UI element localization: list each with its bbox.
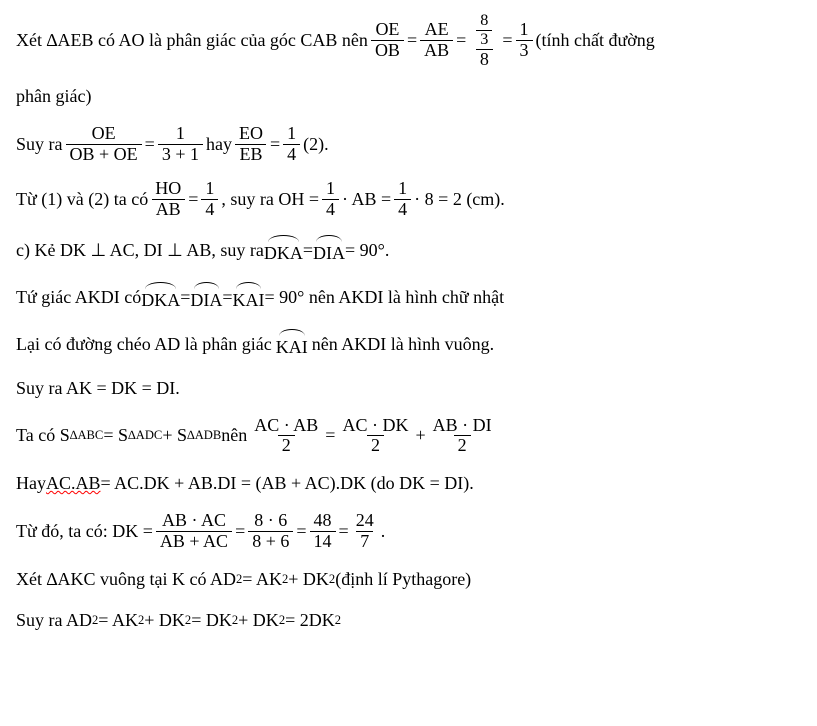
line-4: Từ (1) và (2) ta có HO AB = 1 4 , suy ra… bbox=[16, 179, 801, 220]
fraction: AB · AC AB + AC bbox=[156, 511, 232, 552]
text: (2). bbox=[303, 131, 329, 158]
angle-hat: DIA bbox=[313, 234, 345, 267]
text: + DK bbox=[144, 607, 185, 634]
angle-hat: DKA bbox=[264, 234, 303, 267]
text: Từ (1) và (2) ta có bbox=[16, 186, 148, 213]
line-8: Suy ra AK = DK = DI. bbox=[16, 375, 801, 402]
line-2: phân giác) bbox=[16, 83, 801, 110]
text: Xét ∆AEB có AO là phân giác của góc CAB … bbox=[16, 27, 368, 54]
text: Từ đó, ta có: DK = bbox=[16, 518, 153, 545]
line-5: c) Kẻ DK ⊥ AC, DI ⊥ AB, suy ra DKA = DIA… bbox=[16, 234, 801, 267]
line-9: Ta có S∆ABC = S∆ADC + S∆ADB nên AC · AB … bbox=[16, 416, 801, 457]
eq: = bbox=[407, 27, 417, 54]
text: Suy ra bbox=[16, 131, 63, 158]
line-1: Xét ∆AEB có AO là phân giác của góc CAB … bbox=[16, 12, 801, 69]
text: = AK bbox=[98, 607, 138, 634]
line-13: Suy ra AD2 = AK2 + DK2 = DK2 + DK2 = 2DK… bbox=[16, 607, 801, 634]
fraction: 8 · 6 8 + 6 bbox=[248, 511, 293, 552]
text: Suy ra AK = DK = DI. bbox=[16, 375, 180, 402]
text: = DK bbox=[191, 607, 232, 634]
text: nên bbox=[221, 422, 247, 449]
eq: = bbox=[296, 518, 306, 545]
eq: = bbox=[222, 284, 232, 311]
fraction: HO AB bbox=[151, 179, 185, 220]
text: Lại có đường chéo AD là phân giác bbox=[16, 331, 272, 358]
inner-fraction: 8 3 bbox=[476, 12, 492, 49]
fraction: 1 4 bbox=[394, 179, 411, 220]
dot: . bbox=[381, 518, 386, 545]
eq: = bbox=[188, 186, 198, 213]
sup: 2 bbox=[335, 611, 341, 630]
text: · AB = bbox=[342, 186, 391, 213]
spellcheck-underline: AC.AB bbox=[46, 470, 101, 497]
line-12: Xét ∆AKC vuông tại K có AD2 = AK2 + DK2 … bbox=[16, 566, 801, 593]
fraction: 1 4 bbox=[322, 179, 339, 220]
line-3: Suy ra OE OB + OE = 1 3 + 1 hay EO EB = … bbox=[16, 124, 801, 165]
fraction: EO EB bbox=[235, 124, 267, 165]
text: = S bbox=[103, 422, 128, 449]
text: = AC.DK + AB.DI = (AB + AC).DK (do DK = … bbox=[101, 470, 474, 497]
text: Xét ∆AKC vuông tại K có AD bbox=[16, 566, 236, 593]
fraction: 1 4 bbox=[283, 124, 300, 165]
sub: ∆ABC bbox=[70, 426, 104, 445]
eq: = bbox=[180, 284, 190, 311]
fraction: 1 3 + 1 bbox=[158, 124, 203, 165]
text: Ta có S bbox=[16, 422, 70, 449]
text: Suy ra AD bbox=[16, 607, 92, 634]
line-10: Hay AC.AB = AC.DK + AB.DI = (AB + AC).DK… bbox=[16, 470, 801, 497]
nested-fraction: 8 3 8 bbox=[469, 12, 499, 69]
text: + DK bbox=[238, 607, 279, 634]
fraction: 48 14 bbox=[310, 511, 336, 552]
fraction: 1 4 bbox=[201, 179, 218, 220]
angle-hat: KAI bbox=[233, 281, 265, 314]
text: phân giác) bbox=[16, 83, 91, 110]
fraction: AC · AB 2 bbox=[250, 416, 322, 457]
line-7: Lại có đường chéo AD là phân giác KAI nê… bbox=[16, 328, 801, 361]
text: c) Kẻ DK ⊥ AC, DI ⊥ AB, suy ra bbox=[16, 237, 264, 264]
text: = 90° nên AKDI là hình chữ nhật bbox=[265, 284, 505, 311]
fraction: AB · DI 2 bbox=[429, 416, 496, 457]
fraction: 1 3 bbox=[516, 20, 533, 61]
text: + S bbox=[162, 422, 187, 449]
text: Tứ giác AKDI có bbox=[16, 284, 141, 311]
sub: ∆ADC bbox=[128, 426, 162, 445]
text: · 8 = 2 (cm). bbox=[414, 186, 505, 213]
text: (định lí Pythagore) bbox=[335, 566, 471, 593]
eq: = bbox=[145, 131, 155, 158]
fraction: 24 7 bbox=[352, 511, 378, 552]
plus: + bbox=[415, 422, 425, 449]
eq: = bbox=[456, 27, 466, 54]
angle-hat: KAI bbox=[276, 328, 308, 361]
angle-hat: DKA bbox=[141, 281, 180, 314]
eq: = bbox=[325, 422, 335, 449]
text: (tính chất đường bbox=[536, 27, 655, 54]
line-6: Tứ giác AKDI có DKA = DIA = KAI = 90° nê… bbox=[16, 281, 801, 314]
fraction: AE AB bbox=[420, 20, 453, 61]
eq: = bbox=[339, 518, 349, 545]
text: , suy ra OH = bbox=[221, 186, 319, 213]
fraction: OE OB bbox=[371, 20, 404, 61]
text: = 90°. bbox=[345, 237, 389, 264]
sub: ∆ADB bbox=[187, 426, 221, 445]
eq: = bbox=[303, 237, 313, 264]
text: = 2DK bbox=[285, 607, 335, 634]
eq: = bbox=[270, 131, 280, 158]
text: + DK bbox=[288, 566, 329, 593]
text: Hay bbox=[16, 470, 46, 497]
fraction: AC · DK 2 bbox=[338, 416, 412, 457]
line-11: Từ đó, ta có: DK = AB · AC AB + AC = 8 ·… bbox=[16, 511, 801, 552]
eq: = bbox=[235, 518, 245, 545]
eq: = bbox=[502, 27, 512, 54]
fraction: OE OB + OE bbox=[66, 124, 142, 165]
text: hay bbox=[206, 131, 232, 158]
text: = AK bbox=[242, 566, 282, 593]
text: nên AKDI là hình vuông. bbox=[312, 331, 494, 358]
angle-hat: DIA bbox=[190, 281, 222, 314]
